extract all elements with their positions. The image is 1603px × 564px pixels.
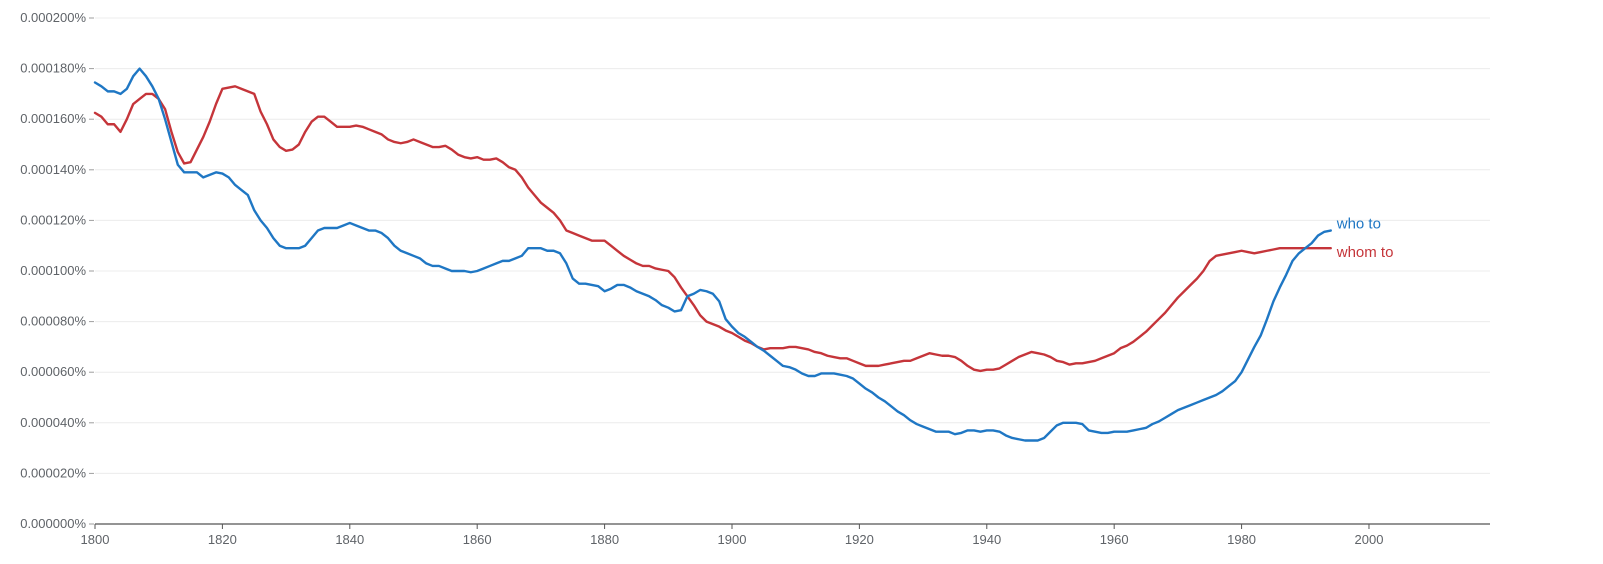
x-tick-label: 1820 — [208, 532, 237, 547]
series-line-who-to[interactable] — [93, 67, 1332, 442]
y-tick-label: 0.000180% — [20, 61, 86, 76]
x-tick-label: 1920 — [845, 532, 874, 547]
series-label-who-to[interactable]: who to — [1336, 216, 1381, 233]
x-tick-label: 1860 — [463, 532, 492, 547]
x-tick-label: 2000 — [1355, 532, 1384, 547]
x-axis: 1800 1820 1840 1860 1880 1900 1920 1940 1960 1980… — [81, 523, 1490, 547]
y-tick-label: 0.000020% — [20, 465, 86, 480]
x-tick-label: 1980 — [1227, 532, 1256, 547]
series-line-whom-to[interactable] — [93, 85, 1332, 373]
y-tick-label: 0.000040% — [20, 415, 86, 430]
y-tick-label: 0.000160% — [20, 111, 86, 126]
x-tick-label: 1960 — [1100, 532, 1129, 547]
y-tick-label: 0.000000% — [20, 516, 86, 531]
y-tick-label: 0.000120% — [20, 212, 86, 227]
series-label-whom-to[interactable]: whom to — [1336, 244, 1394, 261]
y-axis: 0.000000% 0.000020% 0.000040% 0.000060% 0.00… — [20, 10, 94, 531]
series-labels: who to whom to — [1336, 216, 1394, 262]
y-tick-label: 0.000140% — [20, 162, 86, 177]
y-tick-label: 0.000200% — [20, 10, 86, 25]
x-tick-label: 1940 — [972, 532, 1001, 547]
x-tick-label: 1800 — [81, 532, 110, 547]
y-tick-label: 0.000060% — [20, 364, 86, 379]
series-lines — [93, 67, 1332, 442]
y-tick-label: 0.000080% — [20, 314, 86, 329]
y-tick-label: 0.000100% — [20, 263, 86, 278]
x-tick-label: 1900 — [718, 532, 747, 547]
x-tick-label: 1840 — [335, 532, 364, 547]
gridlines — [95, 17, 1490, 474]
x-tick-label: 1880 — [590, 532, 619, 547]
